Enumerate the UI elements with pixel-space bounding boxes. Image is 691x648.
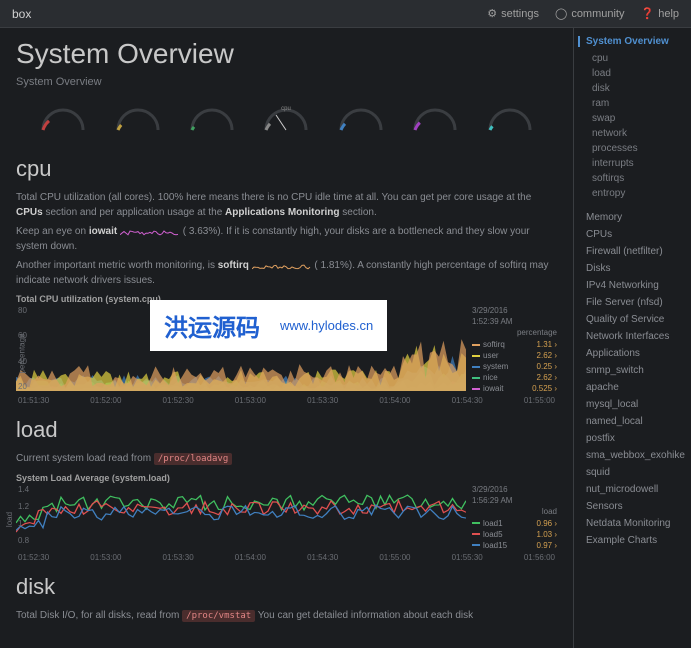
legend-item[interactable]: iowait0.525 › [472, 383, 557, 394]
topbar: box ⚙settings ◯community ❓help [0, 0, 691, 28]
legend-item[interactable]: load150.97 › [472, 540, 557, 551]
sidebar-item[interactable]: named_local [578, 413, 687, 430]
sidebar-item[interactable]: Netdata Monitoring [578, 515, 687, 532]
sidebar-item[interactable]: nut_microdowell [578, 481, 687, 498]
legend-item[interactable]: load51.03 › [472, 529, 557, 540]
load-xaxis: 01:52:3001:53:0001:53:3001:54:0001:54:30… [16, 553, 557, 562]
sidebar-sub-processes[interactable]: processes [578, 141, 687, 156]
sidebar-item[interactable]: Firewall (netfilter) [578, 243, 687, 260]
cpu-desc-1: Total CPU utilization (all cores). 100% … [16, 190, 557, 220]
settings-link[interactable]: ⚙settings [487, 7, 539, 20]
hostname: box [12, 7, 31, 21]
load-heading: load [16, 417, 557, 443]
watermark: 洪运源码 www.hylodes.cn [150, 300, 387, 351]
gauge[interactable] [410, 100, 460, 140]
sidebar-sub-disk[interactable]: disk [578, 81, 687, 96]
sidebar-active[interactable]: System Overview [578, 36, 687, 47]
help-icon: ❓ [641, 7, 655, 20]
load-chart[interactable]: load 1.41.210.8 [16, 485, 466, 545]
sidebar-sub-softirqs[interactable]: softirqs [578, 171, 687, 186]
iowait-sparkline [120, 226, 180, 236]
gauge[interactable] [38, 100, 88, 140]
sidebar-sub-load[interactable]: load [578, 66, 687, 81]
cpu-heading: cpu [16, 156, 557, 182]
gauge[interactable] [485, 100, 535, 140]
sidebar-item[interactable]: squid [578, 464, 687, 481]
gauge[interactable]: cpu [261, 100, 311, 140]
sidebar-item[interactable]: postfix [578, 430, 687, 447]
sidebar-item[interactable]: CPUs [578, 226, 687, 243]
sidebar-sub-entropy[interactable]: entropy [578, 186, 687, 201]
legend-item[interactable]: system0.25 › [472, 361, 557, 372]
sidebar-sub-swap[interactable]: swap [578, 111, 687, 126]
sidebar-sub-network[interactable]: network [578, 126, 687, 141]
sidebar-item[interactable]: Applications [578, 345, 687, 362]
sidebar-item[interactable]: mysql_local [578, 396, 687, 413]
gear-icon: ⚙ [487, 7, 497, 20]
sidebar-sub-interrupts[interactable]: interrupts [578, 156, 687, 171]
community-link[interactable]: ◯community [555, 7, 625, 20]
cpu-desc-2: Keep an eye on iowait ( 3.63%). If it is… [16, 224, 557, 254]
legend-item[interactable]: load10.96 › [472, 518, 557, 529]
sidebar-item[interactable]: Quality of Service [578, 311, 687, 328]
sidebar-item[interactable]: IPv4 Networking [578, 277, 687, 294]
disk-heading: disk [16, 574, 557, 600]
legend-item[interactable]: user2.62 › [472, 350, 557, 361]
gauge-row: cpu [16, 100, 557, 140]
legend-item[interactable]: nice2.62 › [472, 372, 557, 383]
load-chart-meta: 3/29/2016 1:56:29 AM load load10.96 ›loa… [472, 485, 557, 551]
svg-text:cpu: cpu [282, 106, 292, 112]
github-icon: ◯ [555, 7, 567, 20]
legend-item[interactable]: softirq1.31 › [472, 339, 557, 350]
sidebar-item[interactable]: Disks [578, 260, 687, 277]
gauge[interactable] [113, 100, 163, 140]
load-desc: Current system load read from /proc/load… [16, 451, 557, 467]
sidebar-item[interactable]: snmp_switch [578, 362, 687, 379]
sidebar-item[interactable]: sma_webbox_exohike [578, 447, 687, 464]
sidebar-item[interactable]: Example Charts [578, 532, 687, 549]
cpu-xaxis: 01:51:3001:52:0001:52:3001:53:0001:53:30… [16, 396, 557, 405]
sidebar-item[interactable]: Memory [578, 209, 687, 226]
sidebar-item[interactable]: Network Interfaces [578, 328, 687, 345]
gauge[interactable] [336, 100, 386, 140]
load-chart-title: System Load Average (system.load) [16, 473, 557, 483]
cpu-desc-3: Another important metric worth monitorin… [16, 258, 557, 288]
disk-desc: Total Disk I/O, for all disks, read from… [16, 608, 557, 624]
sidebar: System Overview cpuloaddiskramswapnetwor… [573, 28, 691, 648]
breadcrumb: System Overview [16, 76, 557, 88]
sidebar-sub-cpu[interactable]: cpu [578, 51, 687, 66]
gauge[interactable] [187, 100, 237, 140]
softirq-sparkline [252, 260, 312, 270]
sidebar-sub-ram[interactable]: ram [578, 96, 687, 111]
cpu-chart-meta: 3/29/2016 1:52:39 AM percentage softirq1… [472, 306, 557, 394]
page-title: System Overview [16, 38, 557, 70]
help-link[interactable]: ❓help [641, 7, 680, 20]
sidebar-item[interactable]: File Server (nfsd) [578, 294, 687, 311]
sidebar-item[interactable]: Sensors [578, 498, 687, 515]
sidebar-item[interactable]: apache [578, 379, 687, 396]
